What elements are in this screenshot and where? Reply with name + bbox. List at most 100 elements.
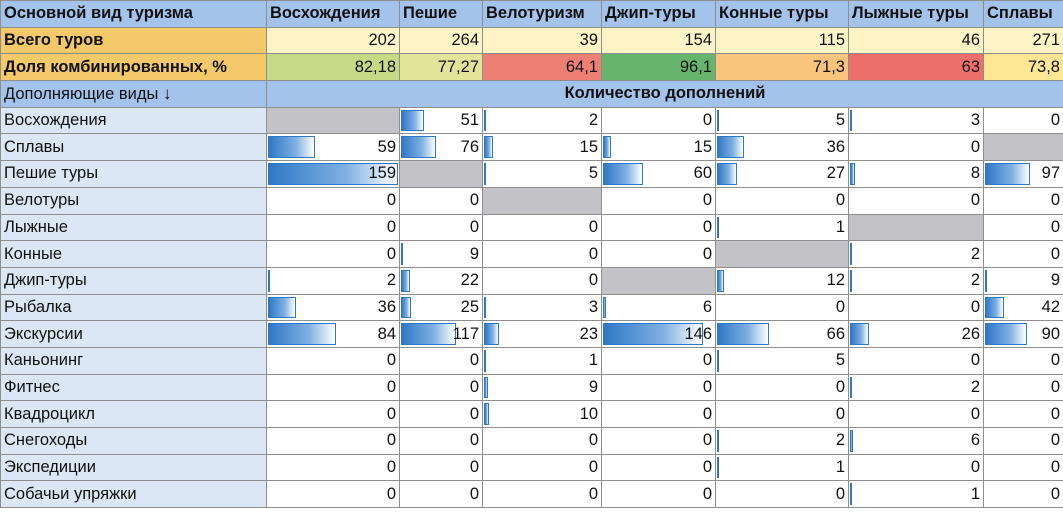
row-label: Каньонинг xyxy=(0,346,267,375)
count-cell: 0 xyxy=(983,453,1063,482)
data-bar xyxy=(850,483,852,506)
data-bar xyxy=(717,456,719,479)
count-cell: 0 xyxy=(848,453,984,482)
count-cell: 0 xyxy=(983,373,1063,402)
total-value: 264 xyxy=(399,26,483,55)
row-label: Велотуры xyxy=(0,186,267,215)
row-label: Квадроцикл xyxy=(0,400,267,428)
row-label: Снегоходы xyxy=(0,427,267,455)
count-value: 2 xyxy=(588,111,598,130)
empty-cell xyxy=(399,160,483,188)
data-bar xyxy=(717,136,745,159)
count-cell: 0 xyxy=(601,240,716,268)
count-value: 0 xyxy=(469,351,479,370)
count-cell: 2 xyxy=(848,240,984,268)
data-bar xyxy=(401,323,456,345)
col-header: Пешие xyxy=(399,0,483,28)
count-value: 0 xyxy=(970,458,980,477)
data-bar xyxy=(268,296,297,319)
col-header: Конные туры xyxy=(715,0,849,28)
data-bar xyxy=(484,163,486,185)
col-header: Восхождения xyxy=(266,0,400,28)
table-row: Экспедиции 0 0 0 0 1 0 0 xyxy=(0,453,1063,482)
count-cell: 42 xyxy=(983,293,1063,322)
count-cell: 0 xyxy=(399,213,483,242)
data-bar xyxy=(717,430,719,452)
count-cell: 90 xyxy=(983,320,1063,348)
count-value: 0 xyxy=(702,404,712,423)
count-value: 0 xyxy=(588,244,598,263)
count-value: 2 xyxy=(835,431,845,450)
data-bar xyxy=(484,376,488,399)
count-cell: 146 xyxy=(601,320,716,348)
count-cell: 0 xyxy=(601,427,716,455)
count-value: 1 xyxy=(588,351,598,370)
empty-cell xyxy=(482,186,602,215)
count-cell: 0 xyxy=(266,427,400,455)
combined-share-label: Доля комбинированных, % xyxy=(0,53,267,82)
subheader-left-label: Дополняющие виды xyxy=(4,84,159,103)
count-value: 9 xyxy=(588,377,598,396)
count-value: 0 xyxy=(1050,351,1060,370)
count-cell: 0 xyxy=(983,240,1063,268)
count-value: 0 xyxy=(702,111,712,130)
count-cell: 0 xyxy=(482,480,602,509)
count-value: 0 xyxy=(386,404,396,423)
count-value: 0 xyxy=(835,484,845,503)
count-cell: 0 xyxy=(482,453,602,482)
count-cell: 15 xyxy=(482,133,602,162)
count-cell: 36 xyxy=(266,293,400,322)
count-value: 90 xyxy=(1041,324,1060,343)
count-cell: 25 xyxy=(399,293,483,322)
count-cell: 3 xyxy=(848,106,984,135)
table-row: Квадроцикл 0 0 10 0 0 0 0 xyxy=(0,400,1063,428)
row-label: Экспедиции xyxy=(0,453,267,482)
count-value: 0 xyxy=(1050,111,1060,130)
row-label: Пешие туры xyxy=(0,160,267,188)
totals-label: Всего туров xyxy=(0,26,267,55)
table-row: Пешие туры 159 5 60 27 8 97 xyxy=(0,160,1063,188)
count-cell: 0 xyxy=(266,373,400,402)
count-cell: 5 xyxy=(715,346,849,375)
count-value: 51 xyxy=(460,111,479,130)
count-value: 0 xyxy=(386,217,396,236)
count-cell: 9 xyxy=(983,266,1063,295)
share-value: 63 xyxy=(848,53,984,82)
empty-cell xyxy=(848,213,984,242)
data-bar xyxy=(717,109,719,132)
count-value: 1 xyxy=(835,217,845,236)
data-bar xyxy=(401,296,412,319)
subheader-row: Дополняющие виды ↓ Количество дополнений xyxy=(0,80,1063,108)
count-cell: 0 xyxy=(399,400,483,428)
count-value: 2 xyxy=(970,377,980,396)
count-cell: 23 xyxy=(482,320,602,348)
count-value: 36 xyxy=(377,297,396,316)
data-bar xyxy=(484,403,490,425)
count-value: 117 xyxy=(452,324,479,343)
count-value: 0 xyxy=(702,351,712,370)
count-cell: 9 xyxy=(399,240,483,268)
header-row: Основной вид туризма Восхождения Пешие В… xyxy=(0,0,1063,28)
count-value: 0 xyxy=(1050,431,1060,450)
data-bar xyxy=(850,109,852,132)
combined-share-row: Доля комбинированных, % 82,18 77,27 64,1… xyxy=(0,53,1063,82)
count-value: 1 xyxy=(970,484,980,503)
data-bar xyxy=(603,296,606,319)
count-value: 0 xyxy=(386,431,396,450)
total-value: 115 xyxy=(715,26,849,55)
count-value: 0 xyxy=(1050,217,1060,236)
count-cell: 5 xyxy=(482,160,602,188)
total-value: 46 xyxy=(848,26,984,55)
count-cell: 2 xyxy=(848,266,984,295)
count-cell: 76 xyxy=(399,133,483,162)
count-cell: 0 xyxy=(399,480,483,509)
data-bar xyxy=(268,269,270,292)
count-value: 0 xyxy=(970,404,980,423)
data-bar xyxy=(484,349,486,372)
count-value: 12 xyxy=(826,271,845,290)
count-value: 0 xyxy=(469,484,479,503)
count-value: 0 xyxy=(386,351,396,370)
count-value: 22 xyxy=(460,271,479,290)
count-cell: 26 xyxy=(848,320,984,348)
data-bar xyxy=(401,109,424,132)
